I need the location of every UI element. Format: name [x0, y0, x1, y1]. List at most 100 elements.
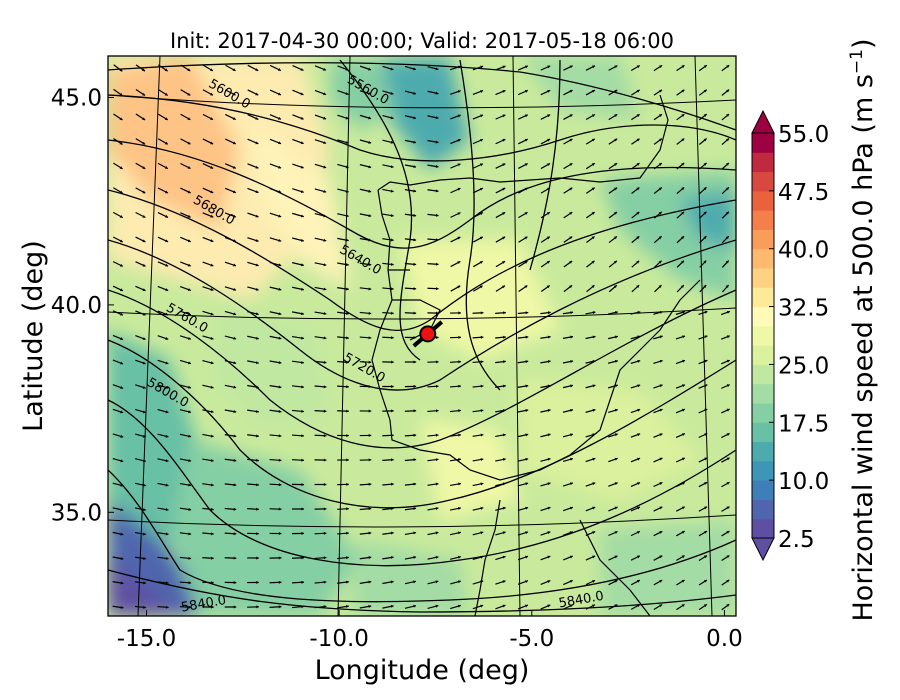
- wind-arrow: [518, 260, 528, 268]
- wind-arrow: [472, 90, 484, 95]
- wind-arrow: [518, 211, 528, 219]
- wind-arrow: [157, 532, 169, 536]
- wind-arrow: [653, 433, 663, 438]
- wind-arrow: [112, 384, 124, 389]
- wind-arrow-head: [658, 260, 662, 264]
- wind-arrow: [202, 212, 214, 218]
- wind-arrow: [337, 139, 349, 144]
- wind-arrow-head: [637, 384, 641, 388]
- wind-arrow: [563, 187, 573, 194]
- wind-arrow-head: [570, 408, 573, 412]
- wind-arrow: [630, 310, 641, 315]
- wind-arrow: [540, 89, 551, 96]
- wind-arrow: [563, 579, 573, 586]
- wind-arrow: [247, 89, 259, 96]
- wind-arrow-head: [659, 580, 663, 583]
- wind-arrow-head: [255, 385, 259, 389]
- wind-arrow: [517, 384, 529, 388]
- wind-arrow-head: [165, 556, 169, 560]
- coastline: [371, 94, 701, 616]
- wind-arrow-head: [165, 361, 169, 365]
- wind-arrow: [585, 482, 596, 487]
- wind-arrow-head: [614, 65, 618, 69]
- wind-arrow-head: [725, 236, 729, 240]
- wind-arrow-head: [413, 555, 417, 559]
- wind-arrow-head: [726, 138, 730, 142]
- wind-arrow-head: [301, 531, 304, 535]
- wind-arrow-head: [681, 162, 685, 166]
- wind-arrow: [225, 89, 236, 96]
- wind-arrow-head: [659, 65, 663, 69]
- wind-arrow: [158, 64, 168, 72]
- wind-arrow: [269, 212, 282, 218]
- wind-arrow: [224, 409, 237, 414]
- wind-arrow: [721, 432, 730, 439]
- wind-arrow: [314, 188, 327, 193]
- wind-arrow: [585, 384, 596, 389]
- wind-arrow-head: [391, 311, 394, 315]
- wind-arrow-head: [637, 359, 641, 363]
- wind-arrow-head: [210, 117, 214, 120]
- wind-arrow-head: [188, 507, 192, 511]
- wind-arrow-head: [323, 360, 327, 364]
- wind-arrow-head: [256, 532, 259, 536]
- wind-arrow: [359, 164, 372, 169]
- wind-arrow-head: [480, 531, 484, 535]
- wind-arrow: [608, 65, 618, 71]
- wind-arrow: [630, 408, 641, 414]
- wind-arrow: [247, 507, 259, 511]
- wind-arrow-head: [278, 336, 282, 340]
- wind-arrow: [112, 507, 124, 512]
- wind-arrow: [382, 555, 394, 560]
- wind-arrow-head: [457, 163, 461, 167]
- wind-arrow: [563, 89, 573, 96]
- wind-arrow: [359, 458, 372, 462]
- wind-arrow-head: [142, 337, 146, 340]
- wind-arrow: [608, 433, 618, 438]
- wind-arrow: [450, 580, 461, 585]
- colorbar-extend-min: [751, 537, 775, 562]
- wind-arrow: [721, 235, 730, 244]
- wind-arrow: [292, 237, 304, 242]
- wind-arrow-head: [636, 531, 640, 534]
- wind-arrow: [269, 409, 282, 413]
- wind-arrow-head: [480, 311, 484, 315]
- wind-arrow: [472, 555, 484, 561]
- wind-arrow-head: [681, 260, 684, 264]
- wind-arrow-head: [119, 117, 123, 121]
- wind-arrow-head: [413, 531, 417, 535]
- wind-arrow: [404, 164, 417, 169]
- wind-arrow: [247, 483, 259, 487]
- wind-arrow-head: [480, 482, 484, 486]
- wind-arrow-head: [636, 285, 640, 289]
- wind-arrow: [404, 115, 417, 120]
- wind-arrow-head: [680, 285, 684, 289]
- wind-arrow: [314, 89, 327, 96]
- colorbar-segment: [752, 171, 774, 192]
- colorbar-segment: [752, 383, 774, 404]
- wind-arrow: [427, 482, 439, 486]
- wind-arrow: [180, 212, 191, 218]
- wind-arrow-head: [346, 409, 349, 413]
- wind-arrow: [630, 64, 641, 72]
- wind-arrow: [269, 434, 282, 438]
- wind-arrow: [608, 530, 618, 537]
- wind-arrow: [495, 335, 506, 339]
- wind-arrow-head: [278, 507, 282, 511]
- wind-arrow-head: [637, 506, 640, 510]
- wind-arrow: [631, 284, 640, 293]
- wind-arrow: [608, 260, 618, 268]
- wind-arrow: [112, 457, 124, 463]
- wind-arrow: [427, 115, 439, 120]
- wind-arrow: [676, 579, 685, 586]
- wind-arrow: [608, 335, 618, 340]
- wind-arrow: [247, 458, 259, 462]
- wind-arrow: [562, 384, 574, 389]
- wind-arrow-head: [681, 555, 685, 559]
- wind-arrow-head: [480, 384, 484, 388]
- wind-arrow: [112, 556, 124, 561]
- wind-arrow-head: [458, 506, 461, 510]
- wind-arrow-head: [390, 604, 394, 608]
- wind-arrow-head: [457, 604, 461, 608]
- wind-arrow: [586, 260, 595, 268]
